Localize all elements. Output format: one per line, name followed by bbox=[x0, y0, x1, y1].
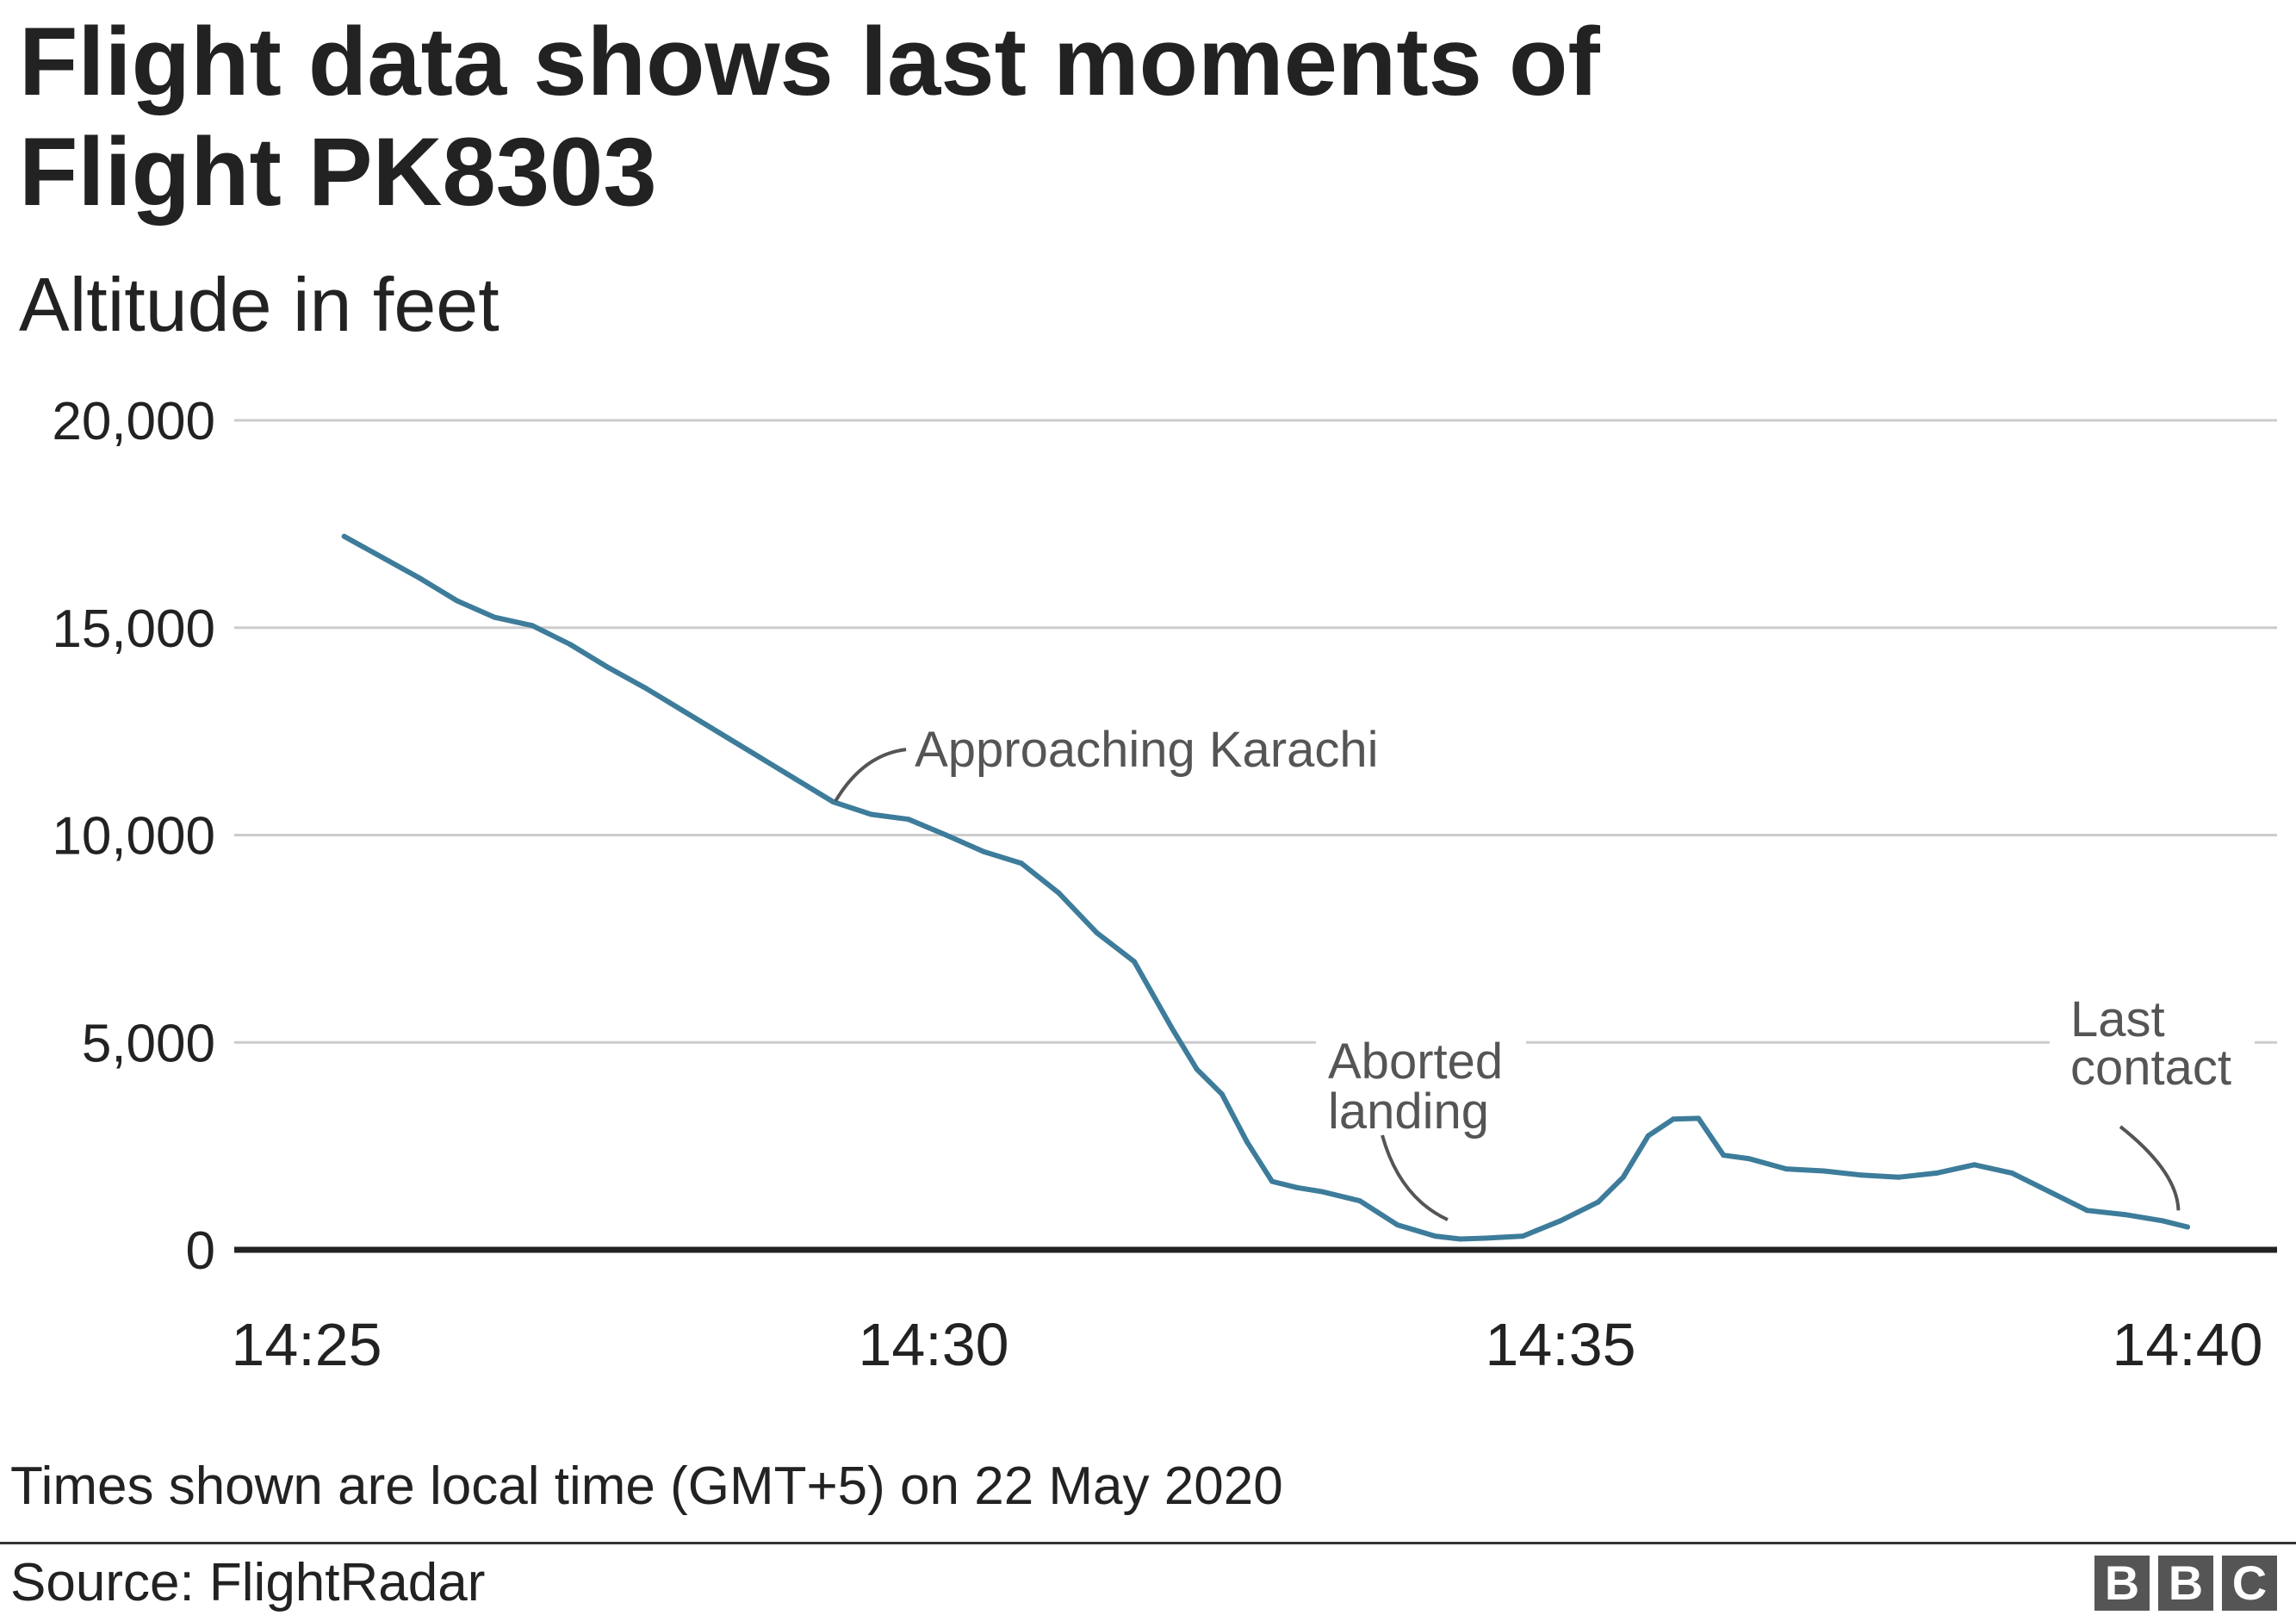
data-point bbox=[1294, 1184, 1300, 1190]
data-point bbox=[1784, 1166, 1790, 1172]
data-point bbox=[1696, 1115, 1702, 1121]
data-point bbox=[1169, 1025, 1175, 1031]
data-point bbox=[379, 554, 385, 560]
logo-letter: C bbox=[2222, 1556, 2277, 1611]
data-point bbox=[1620, 1174, 1626, 1180]
logo-letter: B bbox=[2094, 1556, 2150, 1611]
annotation-label: Approaching Karachi bbox=[915, 722, 1378, 778]
data-point bbox=[2159, 1218, 2165, 1224]
data-point bbox=[1933, 1170, 1939, 1176]
y-tick-label: 0 bbox=[186, 1221, 215, 1281]
annotation-label: Aborted landing bbox=[1328, 1034, 1503, 1140]
time-footnote: Times shown are local time (GMT+5) on 22… bbox=[10, 1457, 1283, 1516]
x-axis-labels: 14:25 14:30 14:35 14:40 bbox=[231, 1311, 2262, 1378]
data-point bbox=[2046, 1189, 2052, 1195]
annotation-line: landing bbox=[1328, 1084, 1489, 1140]
data-point bbox=[1558, 1218, 1563, 1224]
logo-letter: B bbox=[2158, 1556, 2213, 1611]
annotation-line: Aborted bbox=[1328, 1034, 1503, 1090]
data-point bbox=[1645, 1133, 1651, 1139]
data-point bbox=[1821, 1168, 1827, 1174]
y-tick-label: 5,000 bbox=[82, 1014, 215, 1073]
bbc-logo: B B C bbox=[2094, 1556, 2277, 1611]
data-point bbox=[1482, 1235, 1488, 1241]
data-point bbox=[1432, 1233, 1438, 1239]
annotation-leader bbox=[834, 748, 907, 803]
grid-lines bbox=[234, 419, 2277, 1044]
data-point bbox=[605, 664, 611, 670]
data-point bbox=[1721, 1152, 1727, 1158]
annotation-label: Last contact bbox=[2070, 991, 2231, 1096]
annotation-line: Last bbox=[2070, 991, 2165, 1047]
data-point bbox=[1859, 1172, 1865, 1178]
data-point bbox=[642, 685, 648, 691]
source-text: Source: FlightRadar bbox=[10, 1553, 486, 1612]
data-point bbox=[1056, 890, 1062, 896]
data-point bbox=[1394, 1222, 1400, 1228]
data-point bbox=[1971, 1162, 1977, 1168]
data-point bbox=[530, 623, 536, 629]
chart-subtitle: Altitude in feet bbox=[19, 262, 500, 347]
y-tick-label: 15,000 bbox=[52, 599, 215, 659]
data-point bbox=[755, 754, 761, 759]
data-point bbox=[1094, 929, 1100, 935]
data-point bbox=[679, 708, 686, 713]
data-point bbox=[1319, 1189, 1325, 1195]
altitude-line bbox=[341, 533, 2190, 1242]
data-point bbox=[981, 848, 987, 854]
series-layer bbox=[234, 533, 2277, 1253]
data-point bbox=[1746, 1156, 1752, 1162]
annotation-background bbox=[2050, 982, 2255, 1103]
data-point bbox=[905, 817, 911, 823]
y-tick-label: 20,000 bbox=[52, 392, 215, 451]
data-point bbox=[454, 598, 460, 604]
footer-divider bbox=[0, 1542, 2296, 1544]
data-point bbox=[1194, 1066, 1200, 1072]
data-point bbox=[492, 614, 498, 620]
x-tick-label: 14:30 bbox=[858, 1311, 1008, 1378]
data-point bbox=[792, 776, 798, 782]
data-point bbox=[2084, 1208, 2090, 1214]
chart-title: Flight data shows last moments of Flight… bbox=[19, 8, 1600, 226]
data-point bbox=[943, 832, 949, 838]
data-point bbox=[1595, 1199, 1601, 1205]
data-point bbox=[1520, 1233, 1526, 1239]
x-tick-label: 14:40 bbox=[2112, 1311, 2262, 1378]
x-tick-label: 14:25 bbox=[231, 1311, 382, 1378]
data-point bbox=[567, 642, 573, 647]
y-axis-labels: 20,000 15,000 10,000 5,000 0 bbox=[52, 392, 215, 1281]
data-point bbox=[2185, 1224, 2190, 1230]
data-point bbox=[1896, 1174, 1902, 1180]
data-point bbox=[1357, 1198, 1362, 1204]
annotation-line: contact bbox=[2070, 1040, 2231, 1096]
data-point bbox=[1671, 1116, 1676, 1122]
data-point bbox=[417, 575, 422, 581]
data-point bbox=[1457, 1236, 1463, 1242]
annotation-background bbox=[1316, 1025, 1526, 1154]
data-point bbox=[2009, 1170, 2015, 1176]
data-point bbox=[868, 811, 874, 817]
data-point bbox=[341, 533, 347, 539]
annotation-leader bbox=[2119, 1125, 2181, 1211]
data-point bbox=[1244, 1139, 1250, 1145]
data-point bbox=[1269, 1178, 1275, 1184]
data-point bbox=[1132, 959, 1137, 965]
altitude-chart: 20,000 15,000 10,000 5,000 0 14:25 14:30 14:35… bbox=[52, 392, 2277, 1378]
annotation-leader bbox=[1381, 1134, 1449, 1221]
data-point bbox=[2122, 1212, 2128, 1218]
y-tick-label: 10,000 bbox=[52, 807, 215, 867]
annotations: Approaching Karachi Aborted landing Last con… bbox=[834, 722, 2255, 1221]
x-tick-label: 14:35 bbox=[1485, 1311, 1635, 1378]
data-point bbox=[717, 730, 723, 736]
data-point bbox=[1219, 1091, 1225, 1097]
data-point bbox=[1018, 860, 1024, 867]
